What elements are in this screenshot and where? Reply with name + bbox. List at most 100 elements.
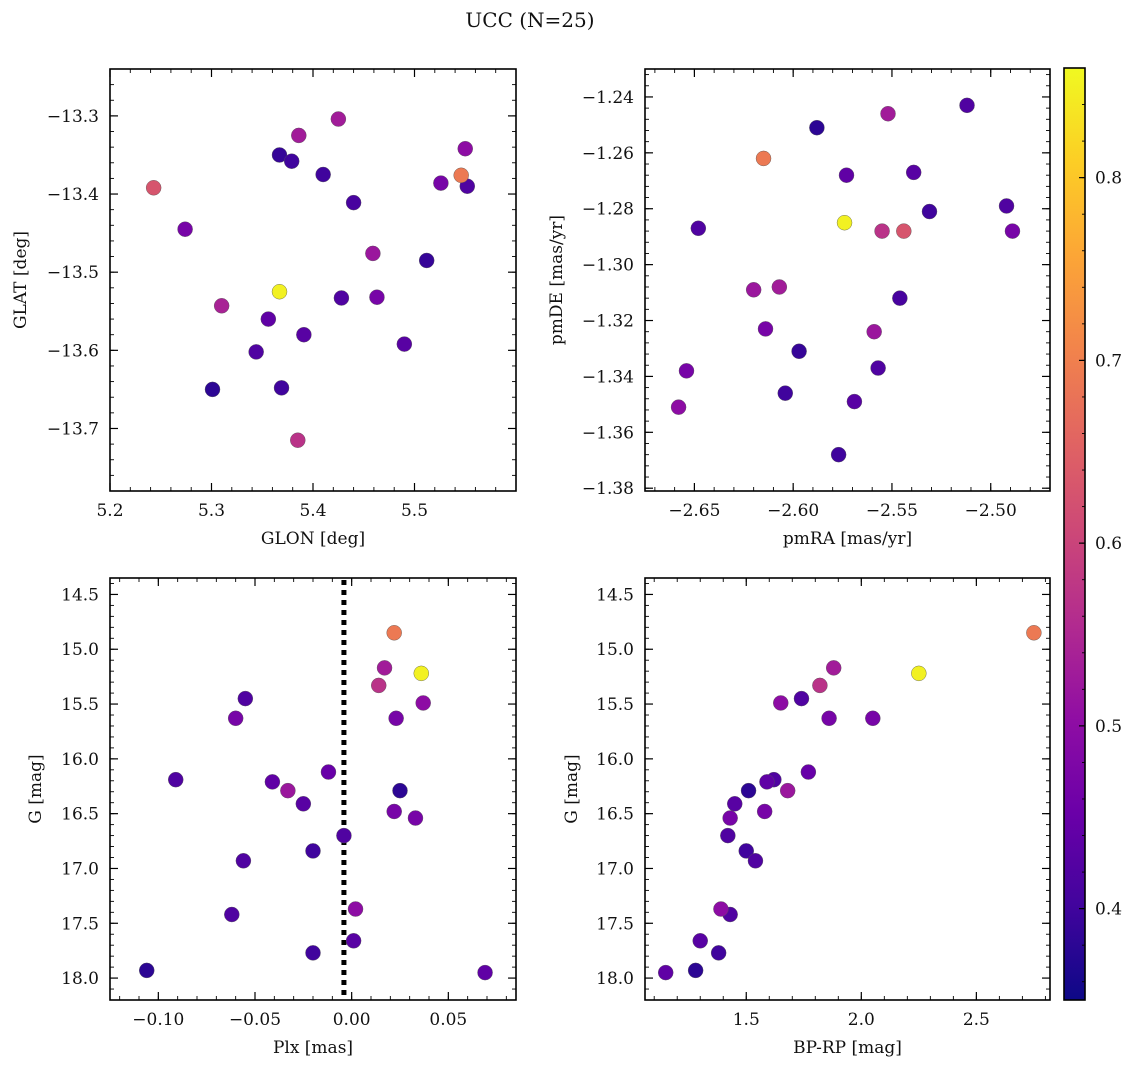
data-point: [812, 677, 828, 694]
data-point: [227, 710, 244, 727]
data-point: [911, 665, 927, 682]
data-point: [413, 665, 429, 682]
data-point: [371, 677, 387, 694]
panel-glon-glat: 5.2 5.3 5.4 5.5 −13.3 −13.4 −13.5 −13.6 −13.7 GLO…: [11, 68, 517, 549]
data-point: [336, 827, 352, 844]
data-point: [248, 344, 264, 360]
data-point: [690, 220, 707, 236]
panel-pmra-pmde: −2.65 −2.60 −2.55 −2.50 −1.24 −1.26 −1.28 −1.30…: [547, 68, 1051, 549]
y-tick-label: 14.5: [596, 585, 634, 605]
data-point: [896, 223, 912, 239]
data-point: [771, 279, 788, 295]
y-tick-label: −13.5: [47, 263, 99, 283]
data-point: [376, 660, 393, 676]
data-point: [453, 167, 469, 183]
data-point: [921, 203, 938, 220]
y-tick-label: 15.5: [61, 695, 99, 715]
figure-title: UCC (N=25): [465, 8, 594, 32]
data-point: [738, 843, 754, 859]
data-point: [874, 223, 890, 239]
data-point: [830, 446, 847, 463]
panel-plx-g: −0.10 −0.05 0.00 0.05 14.5 15.0 15.5 16.0 16.5 17…: [26, 577, 517, 1058]
y-tick-label: 17.5: [61, 914, 99, 934]
x-tick-label: 2.5: [963, 1010, 990, 1030]
colorbar-gradient: [1064, 68, 1085, 1000]
data-point: [177, 221, 193, 237]
colorbar: 0.4 0.5 0.6 0.7 0.8: [1063, 67, 1122, 1001]
data-point: [880, 106, 896, 122]
data-point: [791, 343, 807, 359]
y-tick-label: −1.38: [582, 479, 634, 499]
data-point: [865, 710, 881, 727]
data-point: [260, 311, 277, 327]
data-point: [757, 321, 774, 337]
data-point: [821, 710, 837, 727]
data-point: [392, 782, 408, 799]
data-point: [407, 810, 424, 826]
data-point: [722, 810, 738, 826]
data-point: [793, 690, 810, 707]
y-tick-label: −13.4: [47, 185, 99, 205]
plot-frame: [109, 577, 517, 1001]
data-point: [290, 432, 306, 448]
data-point: [870, 360, 886, 376]
data-point: [345, 194, 362, 211]
data-point: [720, 827, 736, 844]
data-point: [1026, 625, 1042, 641]
data-point: [433, 175, 449, 191]
data-point: [800, 764, 817, 780]
data-point: [745, 282, 762, 298]
x-tick-label: 2.0: [848, 1010, 875, 1030]
data-point: [692, 933, 708, 949]
data-point: [213, 298, 230, 314]
data-point: [295, 796, 312, 812]
data-point: [713, 901, 729, 917]
colorbar-tick-label: 0.8: [1095, 169, 1122, 189]
y-axis-label: G [mag]: [26, 754, 46, 823]
data-point: [315, 166, 331, 183]
data-point: [345, 933, 362, 949]
data-point: [866, 324, 882, 340]
plot-frame: [644, 577, 1051, 1001]
data-point: [905, 164, 922, 181]
x-axis-label: Plx [mas]: [273, 1038, 353, 1058]
data-point: [145, 180, 162, 196]
data-point: [415, 695, 431, 711]
x-tick-label: 5.5: [401, 501, 428, 521]
data-point: [347, 901, 364, 917]
panel-bprp-g: 1.5 2.0 2.5 14.5 15.0 15.5 16.0 16.5 17.0 17.5 18.…: [562, 577, 1051, 1058]
data-point: [756, 803, 773, 820]
y-axis-label: pmDE [mas/yr]: [547, 215, 567, 345]
data-point: [388, 710, 404, 727]
y-tick-label: −1.24: [582, 88, 634, 108]
x-tick-label: 5.2: [96, 501, 123, 521]
data-point: [773, 695, 789, 711]
data-point: [296, 327, 312, 343]
x-tick-label: 5.4: [299, 501, 326, 521]
x-axis-label: GLON [deg]: [261, 529, 365, 549]
x-tick-label: 1.5: [733, 1010, 760, 1030]
data-point: [320, 764, 337, 780]
colorbar-tick-label: 0.5: [1095, 717, 1122, 737]
x-tick-label: 5.3: [198, 501, 225, 521]
y-axis-label: G [mag]: [562, 754, 582, 823]
y-axis-label: GLAT [deg]: [11, 231, 31, 329]
data-point: [365, 245, 381, 262]
data-point: [280, 782, 296, 799]
y-tick-label: −1.36: [582, 423, 634, 443]
x-axis-label: pmRA [mas/yr]: [783, 529, 912, 549]
colorbar-tick-label: 0.6: [1095, 534, 1122, 554]
y-tick-label: −13.3: [47, 107, 99, 127]
data-point: [747, 853, 764, 869]
y-tick-label: −1.28: [582, 200, 634, 220]
x-tick-label: −2.55: [866, 501, 918, 521]
colorbar-tick-label: 0.7: [1095, 351, 1122, 371]
data-point: [168, 771, 184, 788]
data-point: [727, 796, 743, 812]
data-point: [836, 215, 853, 231]
y-tick-label: −13.7: [47, 419, 99, 439]
x-tick-label: 0.00: [333, 1010, 371, 1030]
y-tick-label: 15.0: [61, 640, 99, 660]
data-point: [779, 782, 796, 799]
data-point: [305, 843, 321, 859]
